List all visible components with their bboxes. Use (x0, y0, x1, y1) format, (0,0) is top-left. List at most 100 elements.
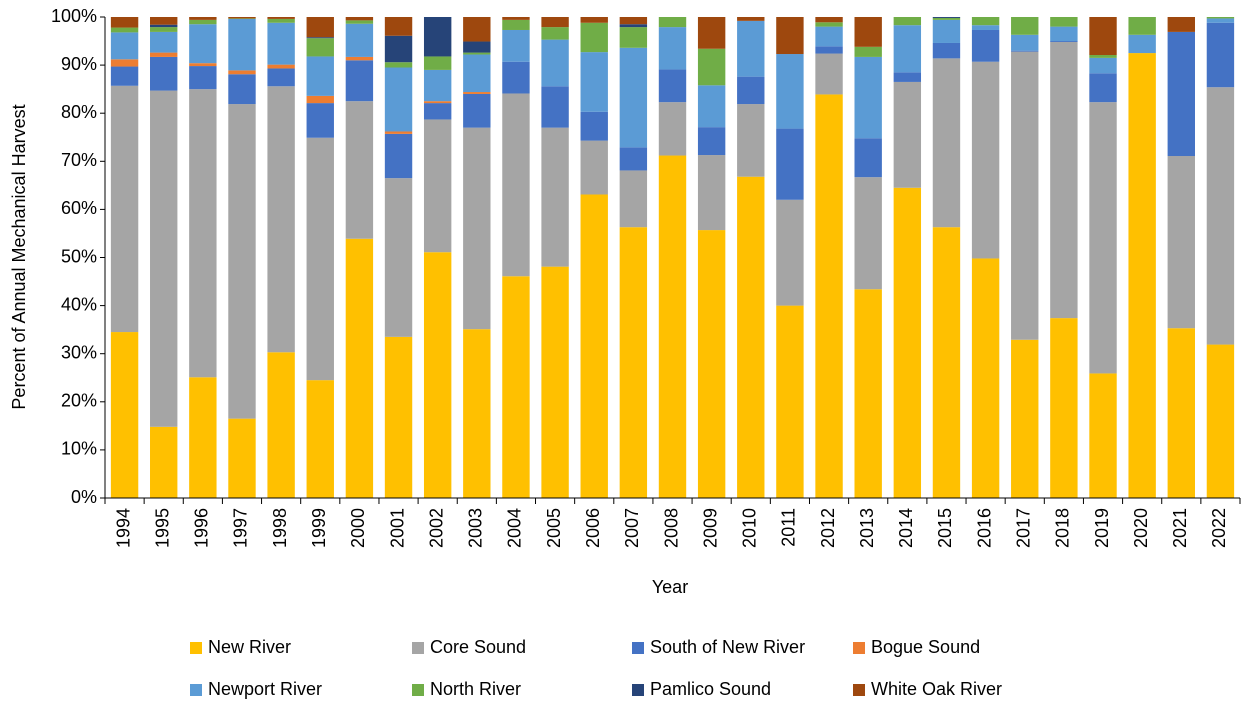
x-axis-title: Year (652, 577, 688, 597)
bar-segment (815, 94, 843, 498)
y-tick-label: 50% (61, 246, 97, 266)
bar-segment (423, 69, 452, 102)
bar-segment (150, 31, 178, 53)
bar-segment (737, 76, 765, 105)
bar-segment (1206, 22, 1235, 88)
y-tick-label: 20% (61, 391, 97, 411)
bar-segment (815, 53, 843, 95)
bar-segment (463, 92, 491, 94)
legend-swatch (412, 642, 424, 654)
bar-segment (384, 35, 413, 63)
bar-segment (306, 37, 334, 39)
legend-swatch (632, 684, 644, 696)
bar-segment (228, 418, 256, 498)
bar-segment (854, 17, 882, 47)
bar-segment (971, 25, 1000, 30)
bar-segment (150, 24, 178, 28)
bar-segment (228, 18, 256, 71)
bar-segment (306, 56, 334, 96)
bar-segment (580, 111, 608, 141)
bar-segment (697, 155, 726, 231)
bar-segment (580, 22, 608, 53)
bar-segment (893, 187, 922, 498)
bar-segment (971, 29, 1000, 62)
x-tick-label: 2003 (466, 508, 486, 548)
bar-segment (463, 17, 491, 42)
x-tick-label: 2015 (935, 508, 955, 548)
bar-segment (423, 17, 452, 57)
legend-swatch (190, 642, 202, 654)
bar-segment (893, 17, 922, 26)
bar-segment (854, 56, 882, 139)
bar-segment (502, 17, 530, 20)
bar-segment (463, 93, 491, 128)
bar-segment (110, 17, 139, 28)
legend-swatch (412, 684, 424, 696)
x-tick-label: 2016 (974, 508, 994, 548)
bar-segment (619, 47, 648, 148)
y-tick-label: 90% (61, 54, 97, 74)
bar-segment (345, 56, 374, 61)
bar-segment (110, 85, 139, 333)
bar-segment (384, 178, 413, 337)
x-tick-label: 2010 (740, 508, 760, 548)
bar-segment (658, 102, 687, 156)
bar-segment (384, 67, 413, 132)
bar-segment (737, 176, 765, 498)
x-tick-label: 2012 (818, 508, 838, 548)
bar-segment (502, 61, 530, 94)
bar-segment (306, 380, 334, 498)
bar-segment (658, 17, 687, 28)
bar-segment (854, 289, 882, 498)
y-tick-label: 30% (61, 342, 97, 362)
bar-segment (463, 54, 491, 93)
bar-segment (1011, 50, 1039, 52)
bar-segment (384, 336, 413, 498)
bar-segment (228, 70, 256, 75)
bar-segment (228, 104, 256, 419)
bar-segment (267, 68, 295, 87)
bar-segment (893, 81, 922, 188)
bar-segment (189, 24, 217, 64)
bar-segment (267, 22, 295, 65)
bar-segment (384, 17, 413, 36)
bar-segment (932, 227, 961, 498)
x-tick-label: 2009 (700, 508, 720, 548)
bar-segment (1128, 17, 1156, 35)
bar-segment (971, 61, 1000, 259)
y-tick-label: 10% (61, 439, 97, 459)
bar-segment (1011, 339, 1039, 498)
y-tick-label: 0% (71, 487, 97, 507)
legend-label: North River (430, 679, 521, 699)
bar-segment (1089, 57, 1117, 74)
x-tick-label: 2022 (1209, 508, 1229, 548)
bar-segment (815, 22, 843, 27)
bar-segment (423, 103, 452, 120)
bar-segment (189, 19, 217, 25)
bar-segment (697, 48, 726, 86)
bar-segment (658, 27, 687, 70)
bar-segment (1089, 17, 1117, 55)
y-tick-label: 80% (61, 102, 97, 122)
legend-label: Bogue Sound (871, 637, 980, 657)
x-tick-label: 1999 (309, 508, 329, 548)
legend-swatch (632, 642, 644, 654)
bar-segment (932, 17, 961, 20)
bar-segment (1167, 156, 1195, 329)
bar-segment (189, 377, 217, 498)
bar-segment (423, 119, 452, 253)
x-tick-label: 1996 (192, 508, 212, 548)
legend-label: Pamlico Sound (650, 679, 771, 699)
bar-segment (932, 58, 961, 228)
bar-segment (658, 69, 687, 103)
bar-segment (1206, 344, 1235, 498)
bar-segment (776, 17, 804, 55)
bar-segment (580, 194, 608, 498)
bar-segment (776, 54, 804, 129)
bar-segment (502, 276, 530, 498)
x-tick-label: 2005 (544, 508, 564, 548)
legend-swatch (853, 684, 865, 696)
bar-segment (189, 66, 217, 90)
bar-segment (1089, 102, 1117, 374)
x-tick-label: 2018 (1053, 508, 1073, 548)
